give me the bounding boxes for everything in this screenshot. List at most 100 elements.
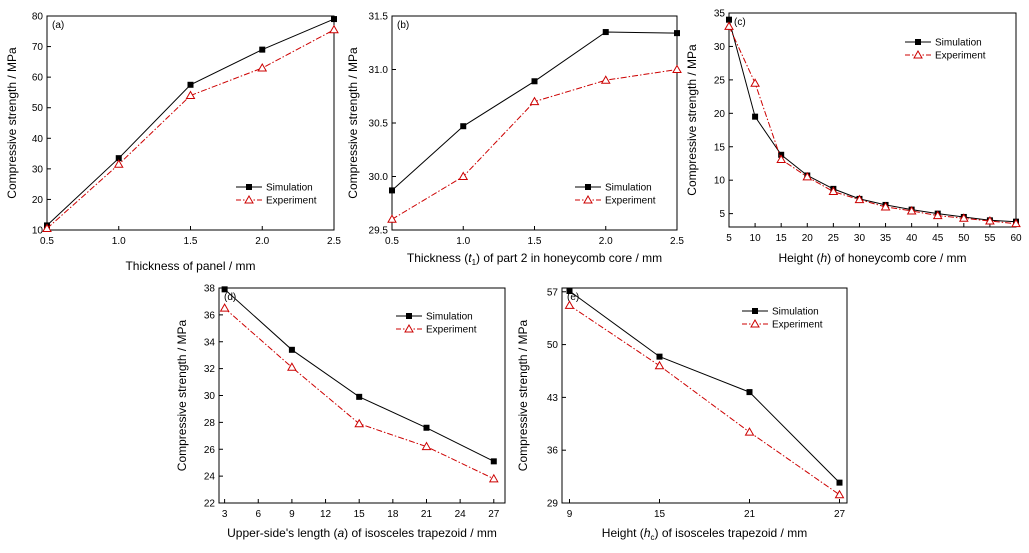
x-tick-label: 6	[255, 509, 261, 520]
plot-frame	[728, 12, 1017, 228]
series-line-experiment	[569, 304, 840, 496]
y-tick-label: 43	[547, 393, 559, 404]
y-tick-label: 20	[714, 109, 726, 120]
y-tick-label: 29.5	[369, 226, 389, 237]
x-tick-label: 27	[488, 509, 500, 520]
panel-label: (a)	[52, 20, 64, 31]
x-tick-label: 0.5	[40, 236, 54, 247]
data-point-simulation	[726, 16, 732, 23]
legend-label: Simulation	[605, 183, 652, 194]
y-tick-label: 30	[32, 164, 44, 175]
data-point-experiment	[744, 427, 755, 436]
legend-marker	[583, 194, 593, 204]
x-axis-label-prefix: Height (	[602, 526, 644, 540]
x-axis-label: Thickness of panel / mm	[125, 259, 255, 273]
legend-label: Simulation	[266, 183, 313, 194]
data-point-experiment	[880, 201, 891, 211]
data-point-experiment	[1011, 218, 1021, 228]
data-point-simulation	[746, 389, 753, 396]
legend-label: Experiment	[605, 196, 656, 207]
chart-panel-e: 9 15 21 27 29 36 43 50 57 (e) Height (hc) of isosc…	[516, 287, 848, 542]
y-tick-label: 80	[32, 12, 44, 23]
y-tick-label: 30	[714, 42, 726, 53]
y-tick-label: 50	[547, 340, 559, 351]
x-tick-label: 1.5	[184, 236, 198, 247]
data-point-experiment	[564, 300, 575, 309]
panel-label: (b)	[397, 20, 409, 31]
x-tick-label: 2.5	[327, 236, 341, 247]
x-tick-label: 21	[421, 509, 433, 520]
x-axis-label-symbol: t	[468, 251, 472, 265]
legend-label: Experiment	[426, 325, 477, 336]
legend-marker	[750, 318, 760, 328]
data-point-experiment	[654, 360, 665, 370]
x-tick-label: 9	[567, 509, 573, 520]
legend-label: Experiment	[266, 196, 317, 207]
x-axis-label-suffix: ) of isosceles trapezoid / mm	[655, 526, 808, 540]
x-tick-label: 24	[455, 509, 467, 520]
data-point-simulation	[531, 78, 538, 85]
x-tick-label: 21	[744, 509, 756, 520]
y-tick-label: 25	[714, 75, 726, 86]
x-tick-label: 15	[654, 509, 666, 520]
data-point-experiment	[834, 489, 845, 499]
legend-marker	[244, 194, 254, 204]
x-tick-label: 15	[776, 233, 788, 244]
x-axis-label-prefix: Upper-side's length (	[227, 526, 337, 540]
data-point-experiment	[854, 194, 865, 204]
x-axis-label: Height (h) of honeycomb core / mm	[778, 251, 966, 265]
y-tick-label: 26	[204, 445, 216, 456]
legend-marker	[752, 308, 758, 314]
panel-label: (d)	[224, 292, 236, 303]
y-tick-label: 40	[32, 134, 44, 145]
y-tick-label: 20	[32, 195, 44, 206]
plot-frame	[561, 287, 848, 504]
x-tick-label: 2.5	[670, 236, 684, 247]
x-tick-label: 2.0	[599, 236, 613, 247]
data-point-experiment	[329, 24, 339, 34]
x-axis-label-suffix: ) of honeycomb core / mm	[827, 251, 966, 265]
y-axis-label: Compressive strength / MPa	[5, 47, 19, 199]
data-point-experiment	[985, 215, 995, 225]
x-tick-label: 0.5	[385, 236, 399, 247]
x-axis-label-prefix: Height (	[778, 251, 820, 265]
chart-panel-a: 0.5 1.0 1.5 2.0 2.5 10 20 30 40 50 60 70 80 (a) Thickn…	[5, 12, 341, 274]
y-tick-label: 38	[204, 284, 216, 295]
x-tick-label: 1.0	[456, 236, 470, 247]
legend-marker	[406, 313, 412, 319]
data-point-simulation	[423, 424, 430, 431]
legend-marker	[585, 184, 591, 190]
x-tick-label: 15	[354, 509, 366, 520]
y-tick-label: 32	[204, 364, 216, 375]
series-line-simulation	[728, 19, 1017, 223]
x-tick-label: 45	[932, 233, 944, 244]
x-tick-label: 1.0	[112, 236, 126, 247]
chart-panel-c: 5 10 15 20 25 30 35 40 45 50 55 60 5 10 15 20 25 30 35 (c) H…	[685, 9, 1022, 266]
x-axis-label: Thickness (t1) of part 2 in honeycomb co…	[407, 251, 662, 267]
x-axis-label-symbol: a	[337, 526, 344, 540]
data-point-simulation	[602, 29, 609, 36]
data-point-experiment	[257, 62, 268, 72]
y-tick-label: 30	[204, 391, 216, 402]
y-tick-label: 34	[204, 337, 216, 348]
panel-label: (c)	[734, 17, 746, 28]
data-point-simulation	[356, 393, 363, 400]
x-tick-label: 60	[1010, 233, 1022, 244]
data-point-experiment	[387, 214, 397, 223]
x-axis-label: Height (hc) of isosceles trapezoid / mm	[602, 526, 807, 542]
x-axis-label-suffix: ) of isosceles trapezoid / mm	[344, 526, 497, 540]
data-point-simulation	[490, 458, 497, 465]
data-point-simulation	[752, 113, 759, 120]
x-tick-label: 25	[828, 233, 840, 244]
data-point-simulation	[674, 30, 680, 37]
y-tick-label: 15	[714, 142, 726, 153]
y-tick-label: 36	[547, 446, 559, 457]
data-point-experiment	[932, 210, 943, 220]
x-tick-label: 2.0	[255, 236, 269, 247]
data-point-experiment	[458, 171, 469, 180]
data-point-experiment	[42, 223, 52, 232]
data-point-experiment	[724, 21, 734, 30]
data-point-experiment	[488, 473, 499, 483]
y-axis-label: Compressive strength / MPa	[685, 44, 699, 196]
panel-label: (e)	[567, 292, 579, 303]
